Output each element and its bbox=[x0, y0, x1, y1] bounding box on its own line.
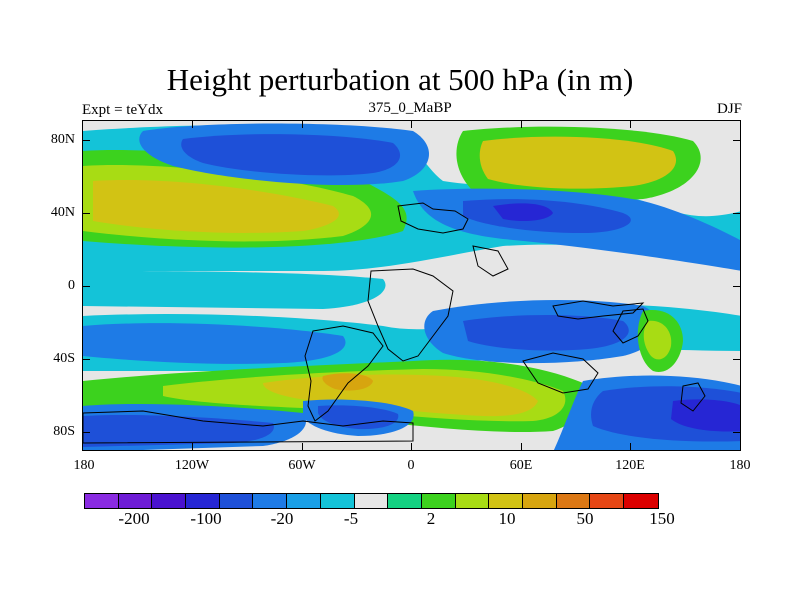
lat-label-40n: 40N bbox=[50, 205, 75, 220]
north-asia-high-core bbox=[479, 136, 677, 189]
lon-label-60w: 60W bbox=[288, 458, 316, 473]
coastline-new-zealand bbox=[680, 382, 706, 412]
experiment-label: Expt = teYdx bbox=[82, 102, 163, 118]
colorbar-box-8 bbox=[320, 494, 355, 508]
lat-tick-80s-right bbox=[733, 432, 741, 433]
lon-tick-120e bbox=[630, 443, 631, 451]
colorbar-box-5 bbox=[219, 494, 254, 508]
lon-tick-120w bbox=[192, 443, 193, 451]
colorbar-label-8: 150 bbox=[649, 509, 675, 528]
colorbar-label-3: -20 bbox=[270, 509, 294, 528]
coastline-africa bbox=[367, 268, 454, 362]
south-australia-high-core bbox=[643, 320, 672, 360]
lat-tick-40s-right bbox=[733, 359, 741, 360]
colorbar-box-10 bbox=[388, 494, 422, 508]
height-field-map bbox=[83, 121, 740, 450]
coastline-australia bbox=[522, 352, 599, 394]
colorbar bbox=[84, 493, 659, 509]
lon-tick-60e-top bbox=[521, 120, 522, 128]
lon-tick-0-top bbox=[411, 120, 412, 128]
lon-label-120w: 120W bbox=[174, 458, 210, 473]
colorbar-box-14 bbox=[522, 494, 557, 508]
colorbar-label-5: 2 bbox=[426, 509, 436, 528]
plot-title: Height perturbation at 500 hPa (in m) bbox=[166, 62, 634, 97]
period-label: 375_0_MaBP bbox=[368, 100, 452, 116]
north-pacific-low-core bbox=[181, 134, 401, 176]
colorbar-box-9 bbox=[354, 494, 389, 508]
colorbar-box-3 bbox=[152, 494, 187, 508]
lon-label-180-right: 180 bbox=[729, 458, 751, 473]
season-label: DJF bbox=[716, 101, 742, 117]
lat-label-0: 0 bbox=[68, 278, 75, 293]
south-polar-low-mid-core bbox=[318, 405, 399, 430]
coastline-arabia bbox=[472, 245, 509, 277]
coastline-maritime bbox=[552, 300, 645, 320]
lon-tick-60w bbox=[302, 443, 303, 451]
lon-tick-120w-top bbox=[192, 120, 193, 128]
colorbar-box-13 bbox=[489, 494, 523, 508]
lat-label-40s: 40S bbox=[53, 351, 75, 366]
colorbar-label-6: 10 bbox=[498, 509, 516, 528]
colorbar-box-6 bbox=[253, 494, 288, 508]
lat-tick-40n-right bbox=[733, 213, 741, 214]
tropical-west-cyan bbox=[83, 271, 386, 309]
colorbar-label-4: -5 bbox=[343, 509, 359, 528]
eurasia-low-deep bbox=[493, 203, 553, 221]
lat-tick-40s bbox=[82, 359, 90, 360]
lat-tick-0 bbox=[82, 286, 90, 287]
coastline-antarctica bbox=[83, 410, 414, 444]
lon-tick-120e-top bbox=[630, 120, 631, 128]
coastline-south-america bbox=[304, 325, 384, 422]
lon-label-180-left: 180 bbox=[73, 458, 95, 473]
lon-tick-0 bbox=[411, 443, 412, 451]
lat-label-80n: 80N bbox=[50, 132, 75, 147]
lat-tick-40n bbox=[82, 213, 90, 214]
colorbar-label-2: -100 bbox=[190, 509, 222, 528]
lat-label-80s: 80S bbox=[53, 424, 75, 439]
colorbar-box-12 bbox=[455, 494, 490, 508]
colorbar-box-11 bbox=[421, 494, 456, 508]
colorbar-box-4 bbox=[186, 494, 220, 508]
colorbar-box-2 bbox=[118, 494, 153, 508]
lon-tick-60e bbox=[521, 443, 522, 451]
colorbar-label-1: -200 bbox=[118, 509, 150, 528]
colorbar-box-17 bbox=[624, 494, 658, 508]
lat-tick-80n-right bbox=[733, 140, 741, 141]
lon-label-120e: 120E bbox=[615, 458, 645, 473]
lon-label-60e: 60E bbox=[509, 458, 533, 473]
continent-outlines bbox=[83, 202, 706, 444]
coastline-west-pacific bbox=[612, 308, 649, 344]
colorbar-box-15 bbox=[556, 494, 591, 508]
south-indian-low-core bbox=[463, 315, 629, 351]
colorbar-box-7 bbox=[287, 494, 321, 508]
lon-label-0: 0 bbox=[407, 458, 415, 473]
colorbar-box-1 bbox=[85, 494, 119, 508]
south-pacific-low bbox=[83, 323, 346, 364]
north-atlantic-high-core bbox=[93, 180, 339, 233]
lon-tick-60w-top bbox=[302, 120, 303, 128]
colorbar-box-16 bbox=[590, 494, 624, 508]
coastline-europe bbox=[397, 202, 469, 234]
lat-tick-80s bbox=[82, 432, 90, 433]
map-plot-area bbox=[82, 120, 741, 451]
colorbar-label-7: 50 bbox=[576, 509, 594, 528]
lat-tick-80n bbox=[82, 140, 90, 141]
lat-tick-0-right bbox=[733, 286, 741, 287]
south-high-peak bbox=[322, 373, 373, 391]
